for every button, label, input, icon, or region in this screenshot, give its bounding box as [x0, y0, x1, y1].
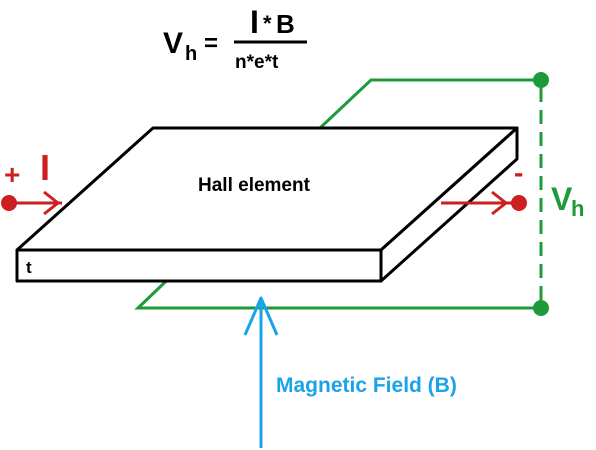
formula-equals: =: [204, 30, 218, 57]
magnetic-field: Magnetic Field (B): [243, 296, 457, 448]
current-i-label: I: [40, 147, 50, 188]
voltage-terminal-bottom: [533, 300, 549, 316]
current-output: -: [441, 157, 527, 216]
current-arrow-right-icon: [491, 190, 508, 216]
formula-v-symbol: V: [163, 27, 183, 60]
voltage-terminal-top: [533, 72, 549, 88]
hall-element-label: Hall element: [198, 175, 311, 196]
current-terminal-right: [511, 195, 527, 211]
hall-element: Hall element t: [15, 126, 519, 283]
magnetic-field-label: Magnetic Field (B): [276, 374, 457, 397]
formula-numerator-i: I: [250, 4, 259, 40]
current-arrow-left-icon: [43, 190, 60, 216]
formula-numerator-b: B: [276, 9, 295, 39]
formula-denominator: n*e*t: [235, 52, 279, 73]
formula: V h = I * B n*e*t: [163, 4, 307, 73]
current-minus-label: -: [514, 157, 523, 188]
formula-numerator-op: *: [263, 11, 272, 36]
field-arrow-icon: [243, 296, 279, 336]
voltage-v-symbol: V: [551, 181, 573, 217]
thickness-label: t: [26, 258, 32, 277]
current-plus-label: +: [4, 159, 20, 190]
slab-front-face: [15, 248, 383, 283]
voltage-h-subscript: h: [571, 196, 584, 221]
voltage-wire-top: [318, 78, 541, 130]
formula-h-subscript: h: [185, 43, 197, 65]
current-input: + I: [1, 147, 62, 216]
